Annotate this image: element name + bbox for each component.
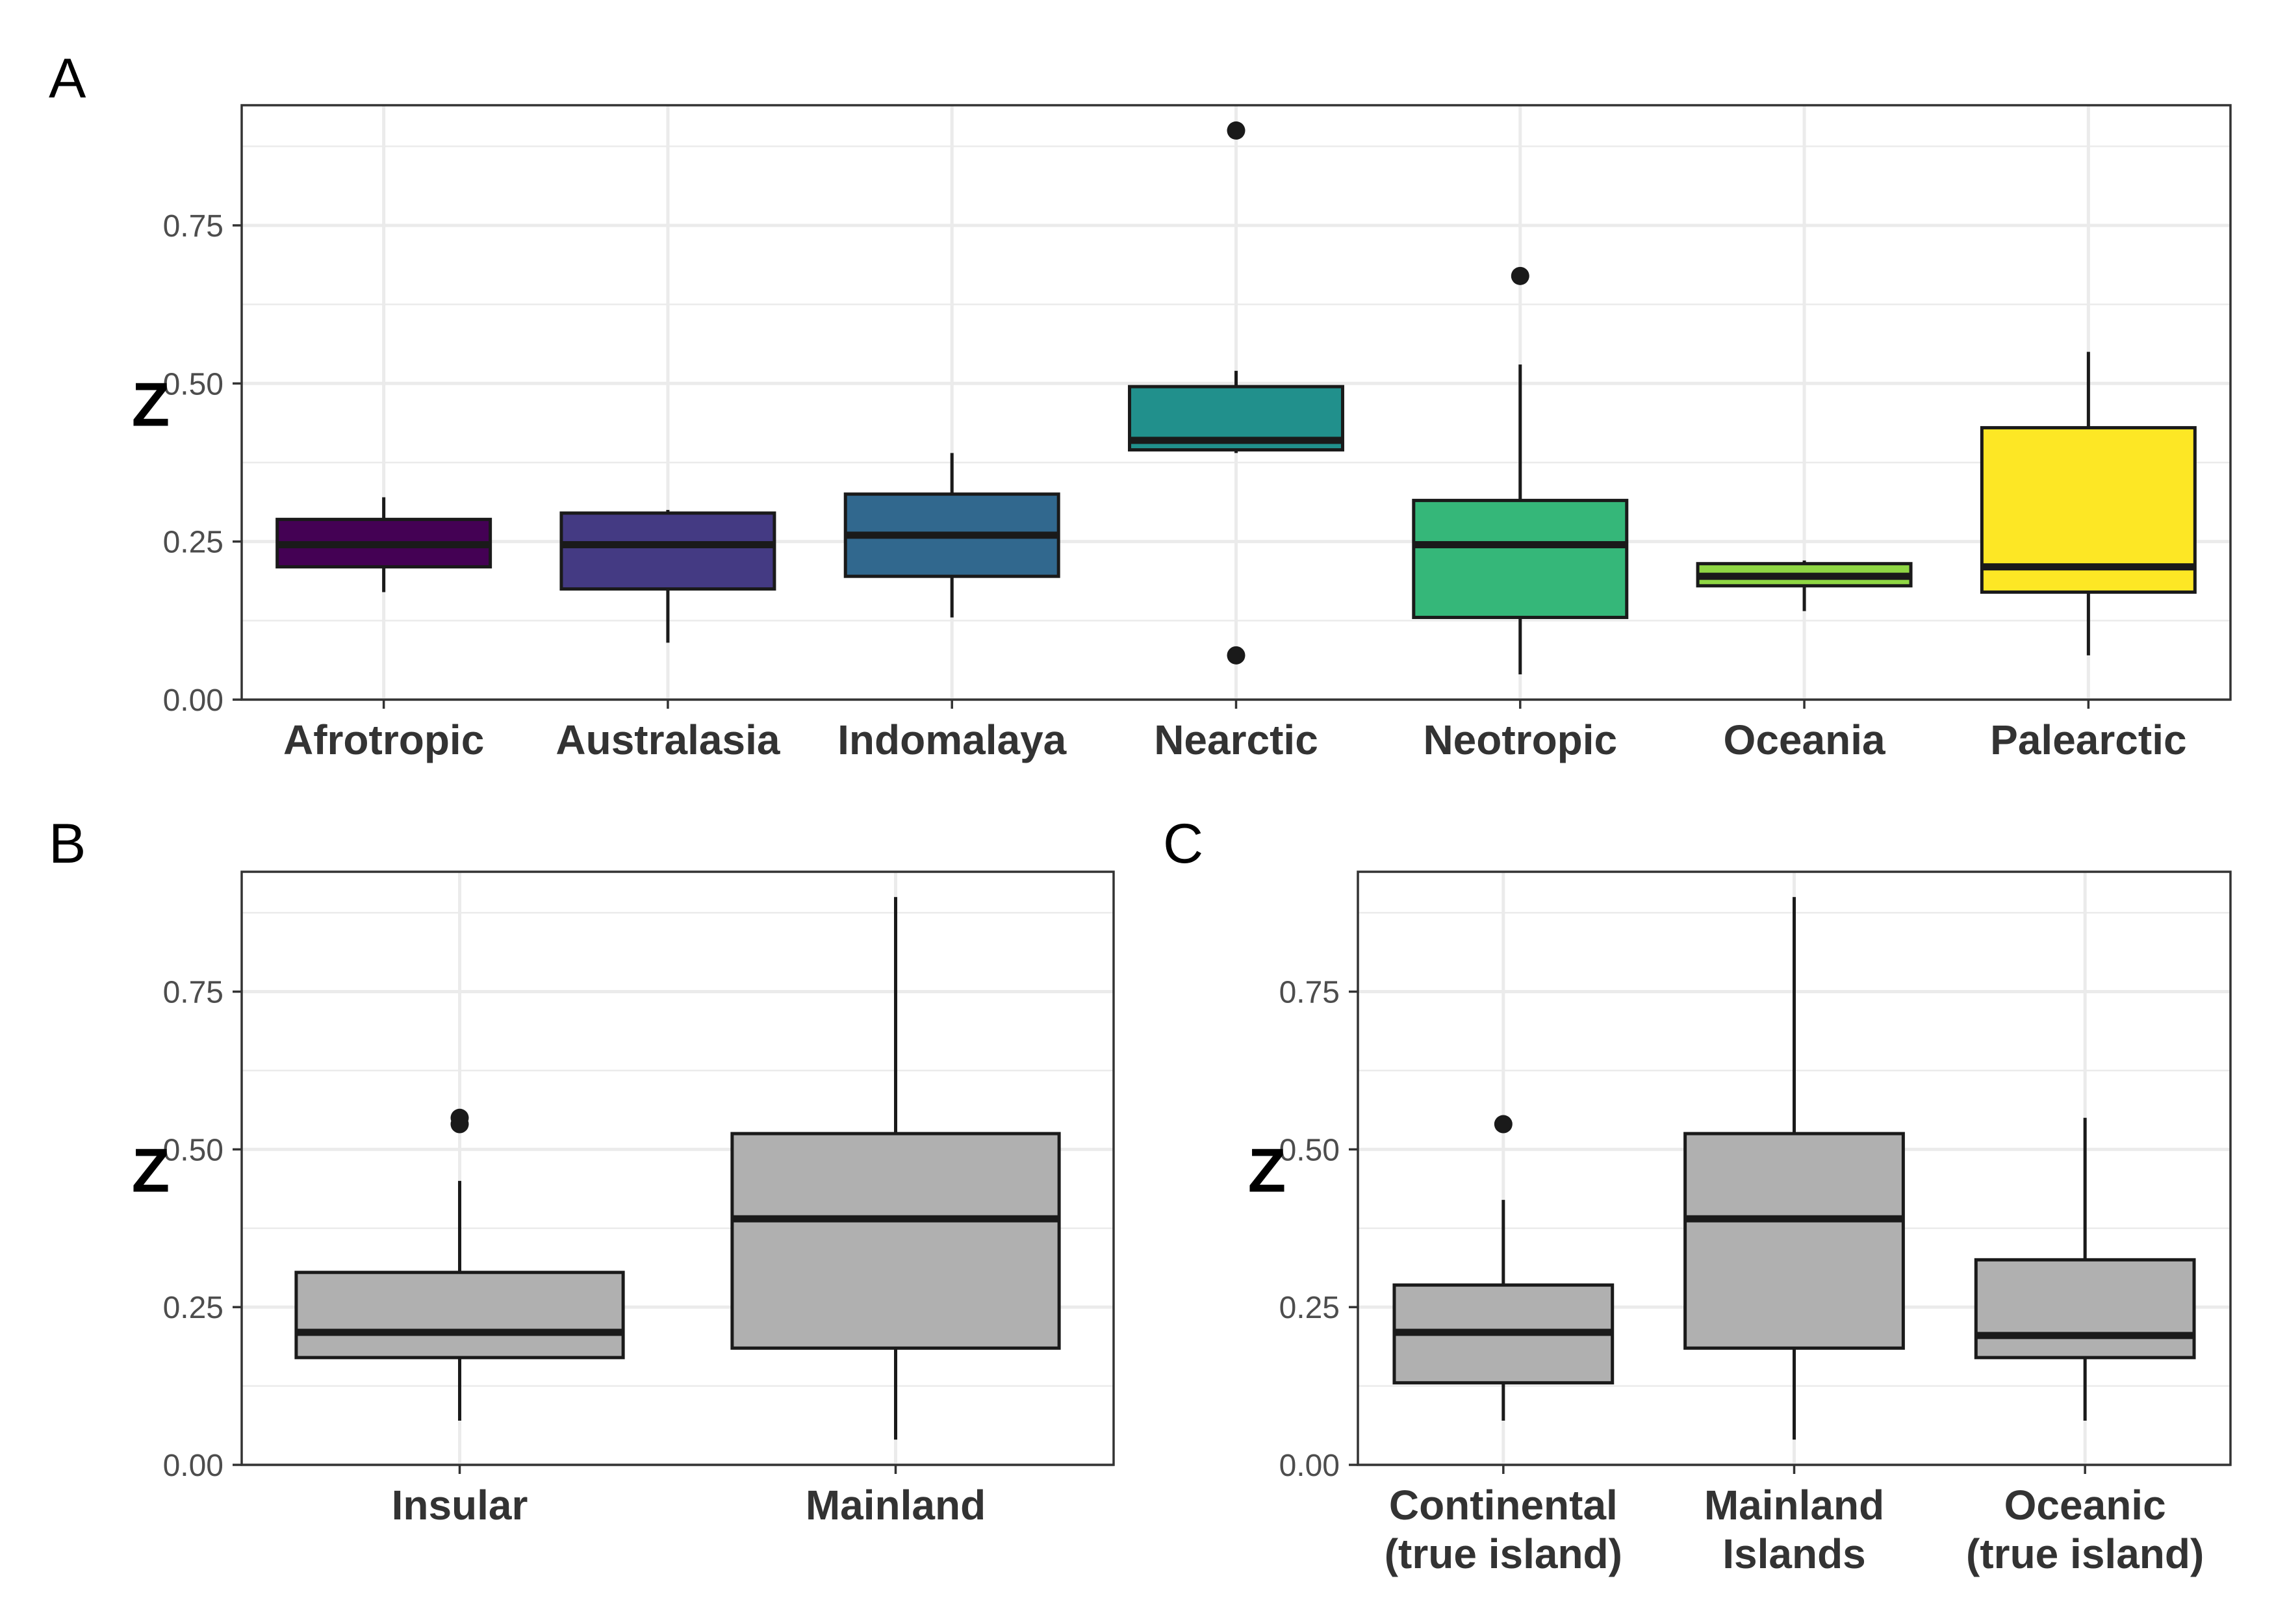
y-tick-label: 0.75 [163,209,224,244]
panel-tag: B [49,813,86,875]
y-tick-label: 0.25 [163,526,224,560]
box-continental-true-island [1392,1115,1615,1421]
y-tick-label: 0.00 [163,1449,224,1483]
y-tick-label: 0.50 [1279,1133,1340,1167]
x-tick-label: Insular [392,1482,528,1529]
x-tick-label: Neotropic [1423,717,1617,763]
x-tick-label: Mainland [806,1482,986,1529]
x-tick-label-line: Oceania [1724,717,1885,763]
x-tick-label: Mainland Islands [1704,1482,1884,1577]
y-axis-label: Z [132,1136,170,1206]
x-tick-label-line: Insular [392,1482,528,1529]
box-body [730,1132,1061,1350]
y-tick-label: 0.50 [163,1133,224,1167]
box-nearctic [1128,121,1344,665]
x-tick-label-line: Islands [1722,1530,1866,1577]
x-tick-label-line: Mainland [1704,1482,1884,1529]
panel-b: 0.00 0.25 0.50 0.75 Insular Mainland Z B [49,813,1115,1529]
x-tick-label-line: (true island) [1385,1530,1622,1577]
x-tick-label-line: Continental [1389,1482,1618,1529]
y-tick-label: 0.75 [1279,976,1340,1010]
x-tick-label: Palearctic [1990,717,2186,763]
y-tick-label: 0.00 [163,683,224,718]
y-tick-label: 0.50 [163,367,224,401]
x-tick-label: Oceania [1724,717,1885,763]
panel-border [240,870,1115,1466]
outlier-point [1227,646,1246,665]
x-tick-label: Oceanic (true island) [1966,1482,2204,1577]
x-tick-label: Australasia [556,717,780,763]
box-oceania [1696,560,1913,611]
box-body [1412,498,1629,619]
y-axis-label: Z [1248,1136,1286,1206]
outlier-point [1494,1115,1513,1134]
x-tick-label: Afrotropic [283,717,484,763]
outlier-point [1227,121,1246,140]
outlier-point [450,1115,469,1134]
box-body [1683,1132,1905,1350]
x-tick-label-line: Mainland [806,1482,986,1529]
panel-tag: A [49,47,86,110]
box-indomalaya [843,453,1060,618]
x-tick-label: Continental (true island) [1385,1482,1622,1577]
box-body [1974,1258,2196,1360]
y-tick-label: 0.00 [1279,1449,1340,1483]
box-body [294,1271,625,1360]
x-tick-label-line: Indomalaya [837,717,1067,763]
outlier-point [1511,266,1529,285]
x-tick-label: Nearctic [1154,717,1318,763]
y-tick-label: 0.75 [163,976,224,1010]
box-body [559,511,776,591]
box-australasia [559,509,776,643]
box-afrotropic [275,497,492,592]
x-tick-label-line: Afrotropic [283,717,484,763]
x-tick-label-line: Oceanic [2004,1482,2166,1529]
box-mainland-islands [1683,896,1905,1440]
box-oceanic-true-island [1974,1117,2196,1421]
box-neotropic [1412,266,1629,675]
x-tick-label-line: Nearctic [1154,717,1318,763]
x-tick-label: Indomalaya [837,717,1067,763]
y-axis-label: Z [132,370,170,440]
x-tick-label-line: Australasia [556,717,780,763]
box-mainland [730,896,1061,1440]
box-palearctic [1980,351,2197,655]
panel-tag: C [1163,813,1203,875]
x-tick-label-line: Palearctic [1990,717,2186,763]
x-tick-label-line: Neotropic [1423,717,1617,763]
y-tick-label: 0.25 [163,1291,224,1325]
x-tick-label-line: (true island) [1966,1530,2204,1577]
box-insular [294,1108,625,1421]
panel-a: 0.00 0.25 0.50 0.75 Afrotropic Australasia Ind… [49,47,2232,763]
y-tick-label: 0.25 [1279,1291,1340,1325]
